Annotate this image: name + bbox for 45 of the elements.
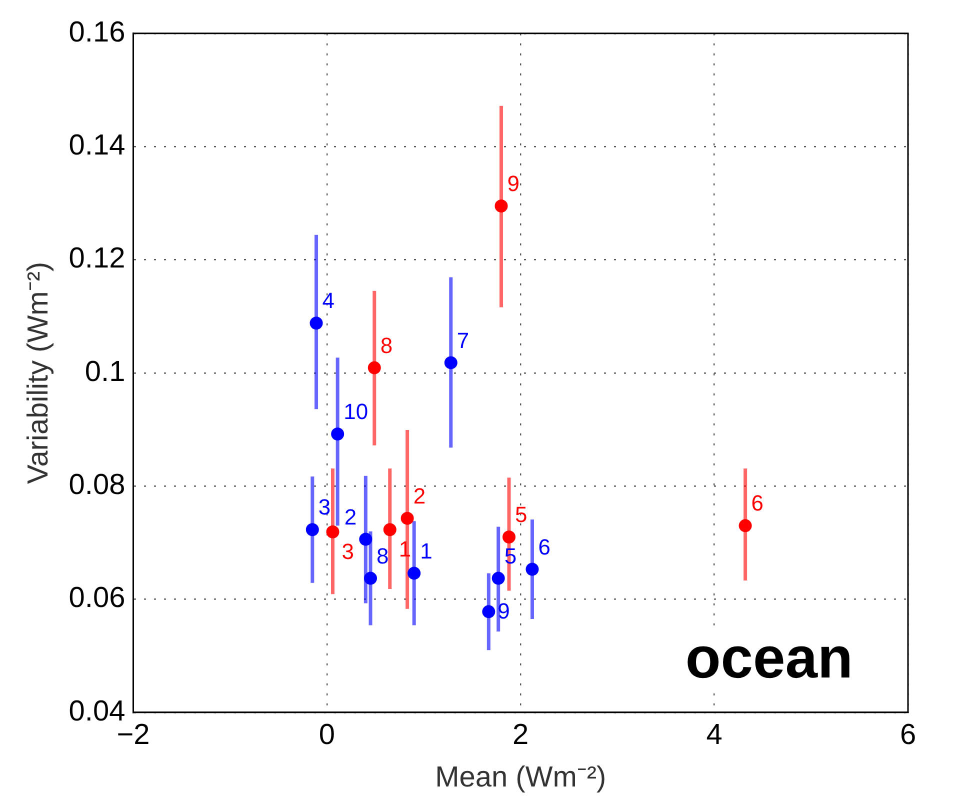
point (383, 523, 396, 536)
y-tick-label: 0.16 (68, 16, 126, 48)
point (738, 519, 752, 532)
y-tick-label: 0.1 (84, 356, 126, 388)
point (444, 356, 458, 370)
annotation: 6 (538, 534, 550, 560)
point (326, 525, 340, 538)
x-tick-label: 2 (512, 718, 529, 751)
annotation: 2 (413, 483, 426, 508)
y-tick-label: 0.08 (68, 469, 126, 502)
annotation: 3 (342, 538, 354, 564)
point (359, 532, 372, 546)
point (492, 572, 505, 585)
point (526, 562, 539, 576)
point (310, 316, 323, 330)
annotation: 4 (322, 288, 335, 314)
x-tick-label: 4 (706, 718, 722, 751)
annotation: 10 (344, 399, 368, 424)
annotation: 1 (420, 538, 432, 564)
annotation: 8 (376, 543, 389, 568)
point (482, 605, 496, 618)
annotation: ocean (685, 625, 853, 690)
y-axis-title: Variability (Wm⁻²) (22, 262, 54, 484)
point (364, 572, 378, 585)
point (400, 512, 414, 525)
y-tick-label: 0.12 (68, 242, 126, 275)
point (331, 428, 344, 441)
y-tick-label: 0.06 (68, 582, 126, 614)
point (502, 530, 516, 544)
y-tick-label: 0.14 (68, 130, 126, 162)
x-axis-title: Mean (Wm⁻²) (435, 762, 606, 794)
annotation: 7 (456, 328, 470, 353)
point (368, 361, 381, 374)
point (306, 523, 319, 536)
point (494, 199, 508, 212)
x-tick-label: 6 (900, 718, 916, 751)
point (408, 566, 421, 580)
annotation: 3 (318, 494, 331, 520)
x-tick-label: 0 (318, 718, 335, 751)
annotation: 6 (751, 490, 764, 516)
annotation: 2 (344, 504, 357, 530)
annotation: 5 (515, 502, 528, 528)
annotation: 8 (380, 332, 393, 358)
annotation: 9 (507, 171, 520, 196)
y-tick-label: 0.04 (68, 695, 126, 728)
